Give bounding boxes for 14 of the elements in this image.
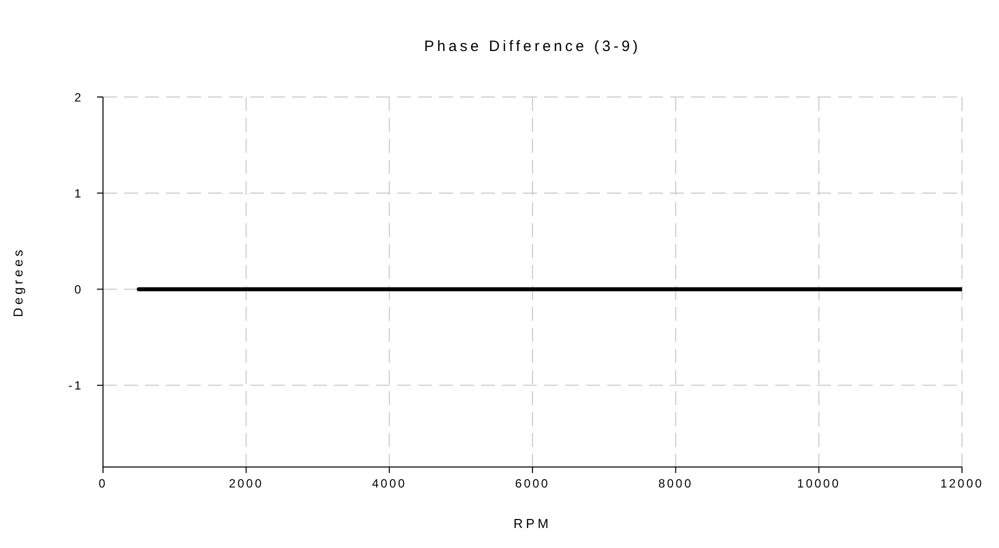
y-tick-label: 2 [74,90,83,104]
y-tick-label: 1 [74,186,83,200]
x-tick-label: 0 [98,476,108,491]
x-tick-label: 4000 [372,476,407,491]
x-tick-label: 8000 [658,476,694,491]
y-tick-label: 0 [74,282,83,296]
y-axis-title: Degrees [10,246,26,318]
x-tick-label: 6000 [515,476,550,491]
x-tick-label: 2000 [228,476,264,491]
x-tick-label: 10000 [797,476,841,491]
x-axis-title: RPM [514,516,552,531]
chart-title: Phase Difference (3-9) [423,38,642,55]
y-tick-label: -1 [68,378,83,393]
x-tick-label: 12000 [940,476,984,491]
